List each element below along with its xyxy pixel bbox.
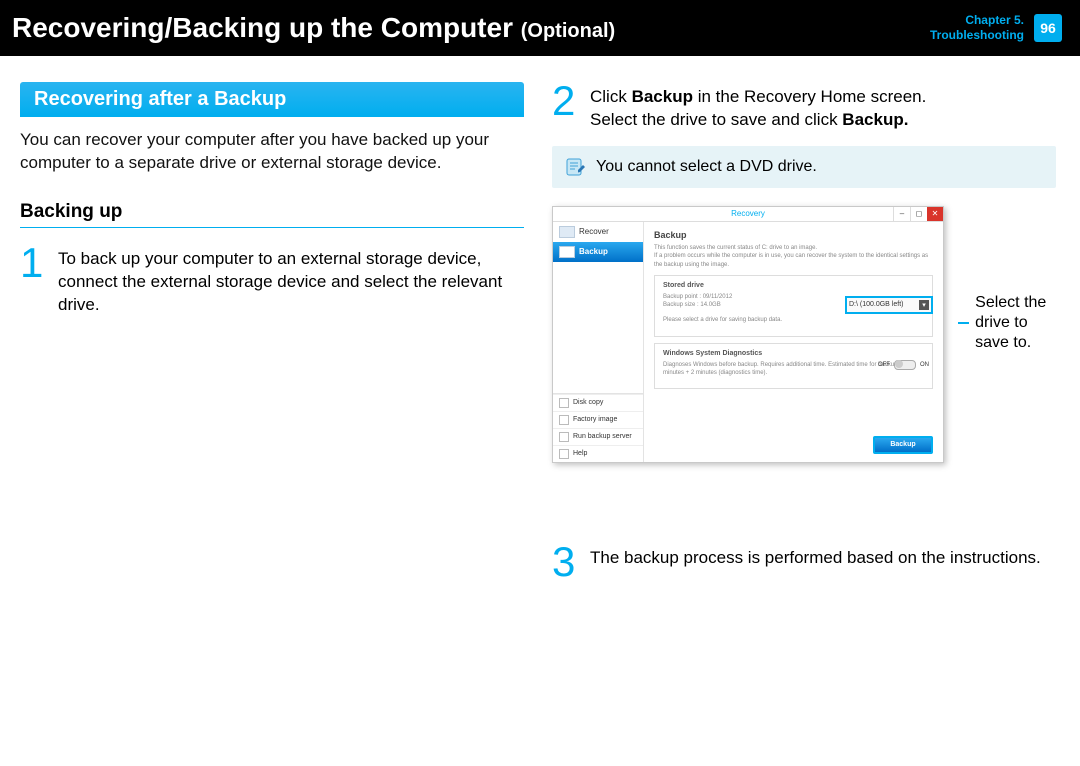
left-column: Recovering after a Backup You can recove… [20, 82, 524, 766]
toggle-switch-icon [894, 360, 916, 370]
right-column: 2 Click Backup in the Recovery Home scre… [552, 82, 1056, 766]
step-1-number: 1 [20, 244, 48, 317]
toggle-off-label: OFF [878, 362, 890, 368]
window-minimize-button[interactable]: – [893, 207, 910, 221]
window-close-button[interactable]: ✕ [927, 207, 943, 221]
backup-button[interactable]: Backup [873, 436, 933, 454]
recovery-main-panel: Backup This function saves the current s… [644, 222, 943, 462]
step-3-number: 3 [552, 543, 580, 581]
stored-drive-label: Stored drive [663, 282, 924, 289]
window-maximize-button[interactable]: ◻ [910, 207, 927, 221]
callout-text: Select the drive to save to. [975, 293, 1056, 353]
step-3: 3 The backup process is performed based … [552, 543, 1056, 581]
step-2-number: 2 [552, 82, 580, 132]
note-icon [564, 156, 586, 178]
chapter-line2: Troubleshooting [930, 28, 1024, 43]
diagnostics-toggle[interactable]: OFF ON [878, 360, 929, 370]
note-text: You cannot select a DVD drive. [596, 158, 817, 176]
sidebar-help[interactable]: Help [553, 445, 643, 462]
window-titlebar: Recovery – ◻ ✕ [553, 207, 943, 222]
sub-heading: Backing up [20, 201, 524, 228]
step-2-text: Click Backup in the Recovery Home screen… [590, 82, 926, 132]
window-title: Recovery [731, 209, 765, 218]
sidebar-run-backup-server[interactable]: Run backup server [553, 428, 643, 445]
chapter-line1: Chapter 5. [930, 13, 1024, 28]
step-3-text: The backup process is performed based on… [590, 543, 1041, 581]
diagnostics-label: Windows System Diagnostics [663, 350, 924, 357]
sidebar-disk-copy[interactable]: Disk copy [553, 394, 643, 411]
step-1-text: To back up your computer to an external … [58, 244, 524, 317]
step-1: 1 To back up your computer to an externa… [20, 244, 524, 317]
page-title: Recovering/Backing up the Computer (Opti… [12, 12, 615, 44]
section-heading-bar: Recovering after a Backup [20, 82, 524, 117]
main-desc-1: This function saves the current status o… [654, 244, 933, 252]
chapter-label: Chapter 5. Troubleshooting [930, 13, 1024, 43]
sidebar-item-recover[interactable]: Recover [553, 222, 643, 242]
page-header: Recovering/Backing up the Computer (Opti… [0, 0, 1080, 56]
drive-select-value: D:\ (100.0GB left) [849, 301, 903, 308]
sidebar-bottom-menu: Disk copy Factory image Run backup serve… [553, 393, 643, 462]
sidebar-item-backup[interactable]: Backup [553, 242, 643, 262]
please-select: Please select a drive for saving backup … [663, 316, 924, 324]
callout-line [958, 322, 969, 324]
step-2: 2 Click Backup in the Recovery Home scre… [552, 82, 1056, 132]
title-main: Recovering/Backing up the Computer [12, 12, 513, 43]
main-desc-2: If a problem occurs while the computer i… [654, 252, 933, 269]
main-panel-title: Backup [654, 230, 933, 240]
recovery-window: Recovery – ◻ ✕ Recover [552, 206, 944, 463]
drive-select-callout: Select the drive to save to. [958, 293, 1056, 353]
toggle-on-label: ON [920, 362, 929, 368]
note-box: You cannot select a DVD drive. [552, 146, 1056, 188]
backup-icon [559, 246, 575, 258]
section-intro: You can recover your computer after you … [20, 129, 524, 175]
recover-icon [559, 226, 575, 238]
sidebar-factory-image[interactable]: Factory image [553, 411, 643, 428]
title-suffix: (Optional) [521, 20, 615, 42]
chevron-down-icon: ▾ [919, 300, 929, 310]
recovery-sidebar: Recover Backup Disk copy Factory image R… [553, 222, 644, 462]
drive-select-dropdown[interactable]: D:\ (100.0GB left) ▾ [845, 296, 933, 314]
page-number-badge: 96 [1034, 14, 1062, 42]
